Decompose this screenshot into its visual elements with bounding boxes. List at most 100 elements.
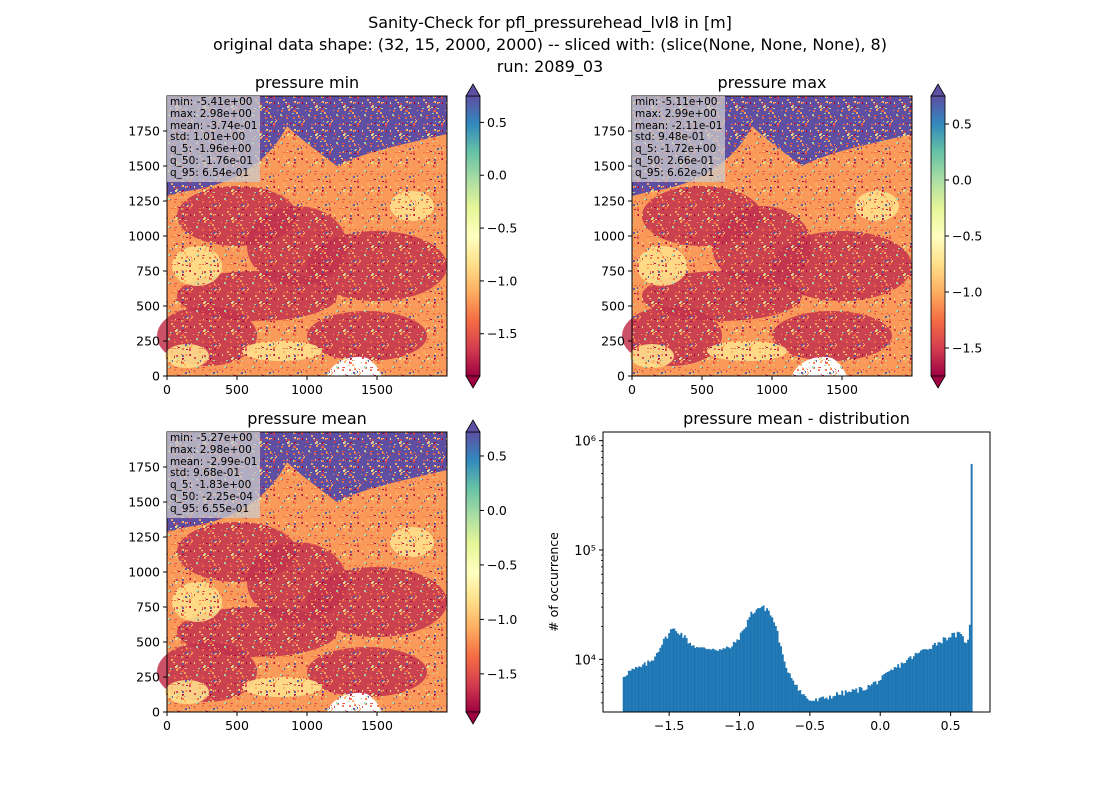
histogram-bar — [631, 668, 634, 712]
stat-line: max: 2.98e+00 — [170, 443, 252, 456]
stat-line: std: 9.68e-01 — [170, 467, 241, 480]
histogram-bar — [867, 684, 870, 712]
y-tick-label: 1750 — [128, 460, 160, 475]
histogram-bar — [891, 670, 894, 712]
histogram-bar — [829, 695, 831, 712]
histogram-bar — [874, 681, 877, 712]
histogram-bar — [869, 685, 872, 712]
histogram-bar — [895, 667, 898, 712]
y-tick-label: 1250 — [593, 194, 625, 209]
histogram-bar — [890, 669, 893, 712]
histogram-bar — [752, 613, 755, 712]
histogram-bar — [925, 649, 928, 712]
histogram-bar — [949, 637, 952, 712]
histogram-bar — [872, 682, 875, 712]
histogram-bar — [822, 696, 824, 712]
histogram-bar — [907, 657, 910, 712]
histogram-bar — [706, 649, 709, 712]
colorbar-tick-label: −1.0 — [952, 285, 982, 300]
histogram-bar — [687, 643, 690, 712]
colorbar-tick-label: −1.0 — [487, 273, 517, 288]
colorbar-tick-label: −1.0 — [487, 612, 517, 627]
stat-line: min: -5.27e+00 — [170, 432, 253, 444]
histogram-bar — [898, 667, 901, 712]
histogram-bar — [654, 656, 657, 712]
histogram-bar — [645, 665, 648, 712]
histogram-bar — [963, 642, 966, 712]
histogram-bar — [870, 684, 873, 712]
histogram-bar — [940, 643, 943, 712]
histogram-bar — [787, 672, 790, 712]
histogram-bar — [942, 637, 945, 712]
y-tick-label: 250 — [136, 334, 160, 349]
colorbar-tick-label: −1.5 — [487, 326, 517, 341]
histogram-bar — [830, 698, 833, 712]
histogram-bar — [771, 617, 774, 712]
x-tick-label: 500 — [690, 382, 714, 397]
histogram-bar — [785, 667, 788, 712]
histogram-bar — [844, 690, 847, 712]
figure-title-line-1: Sanity-Check for pfl_pressurehead_lvl8 i… — [368, 13, 732, 32]
x-tick-label: 1500 — [826, 382, 858, 397]
x-tick-label: −1.0 — [724, 718, 754, 733]
stat-line: q_50: -2.25e-04 — [170, 490, 253, 503]
histogram-bar — [697, 647, 700, 712]
histogram-bar — [795, 684, 798, 712]
histogram-bar — [876, 684, 879, 712]
histogram-bar — [853, 689, 856, 712]
histogram-bar — [834, 695, 837, 712]
histogram-bar — [781, 654, 784, 712]
histogram-bar — [918, 652, 921, 712]
histogram-bar — [881, 675, 884, 712]
histogram-bar — [939, 642, 942, 712]
stat-line: max: 2.98e+00 — [170, 107, 252, 120]
colorbar — [930, 95, 946, 377]
histogram-bar — [704, 648, 707, 712]
histogram-bar — [701, 647, 704, 712]
histogram-bar — [636, 667, 639, 712]
stat-line: mean: -2.99e-01 — [170, 455, 258, 468]
histogram-bar — [860, 687, 863, 712]
histogram-bar — [662, 638, 665, 712]
stat-line: min: -5.11e+00 — [635, 96, 718, 108]
stat-line: std: 9.48e-01 — [635, 131, 706, 144]
histogram-bar — [626, 675, 629, 712]
histogram-bar — [661, 644, 664, 712]
histogram-bar — [741, 630, 744, 712]
histogram-bar — [696, 646, 699, 712]
histogram-bar — [638, 666, 641, 712]
histogram-bar — [953, 632, 956, 712]
y-tick-label: 1500 — [128, 495, 160, 510]
histogram-bar — [708, 648, 711, 712]
histogram-bar — [841, 690, 844, 712]
x-tick-label: 1500 — [361, 718, 393, 733]
y-tick-label: 1000 — [593, 229, 625, 244]
histogram-bar — [930, 648, 933, 712]
histogram-bar — [801, 694, 804, 712]
histogram-bar — [666, 638, 669, 712]
colorbar-extend-min — [465, 375, 481, 389]
histogram-bar — [780, 646, 783, 712]
histogram-bar — [668, 633, 671, 712]
histogram-bar — [914, 652, 917, 712]
histogram-bar — [627, 670, 630, 712]
histogram-bar — [713, 649, 716, 712]
colorbar — [465, 431, 481, 713]
histogram-bar — [710, 649, 713, 712]
histogram-bar — [776, 630, 779, 712]
y-tick-label: 250 — [601, 334, 625, 349]
histogram-bar — [622, 676, 625, 712]
histogram-bar — [659, 647, 662, 712]
histogram-bar — [734, 642, 737, 712]
histogram-bar — [664, 636, 667, 712]
histogram-bar — [851, 689, 854, 712]
histogram-bar — [912, 656, 915, 712]
histogram-bar — [926, 649, 929, 712]
histogram-bar — [811, 700, 814, 712]
histogram-bar — [759, 608, 762, 712]
axes-frame — [602, 431, 991, 713]
y-tick-label: 1500 — [593, 159, 625, 174]
x-tick-label: 0.5 — [941, 718, 961, 733]
colorbar-tick-label: −1.5 — [487, 666, 517, 681]
histogram-bar — [965, 643, 968, 712]
